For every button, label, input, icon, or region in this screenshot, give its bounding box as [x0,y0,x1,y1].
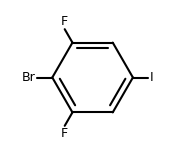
Text: F: F [61,127,68,140]
Text: I: I [150,71,154,84]
Text: F: F [61,15,68,28]
Text: Br: Br [21,71,35,84]
